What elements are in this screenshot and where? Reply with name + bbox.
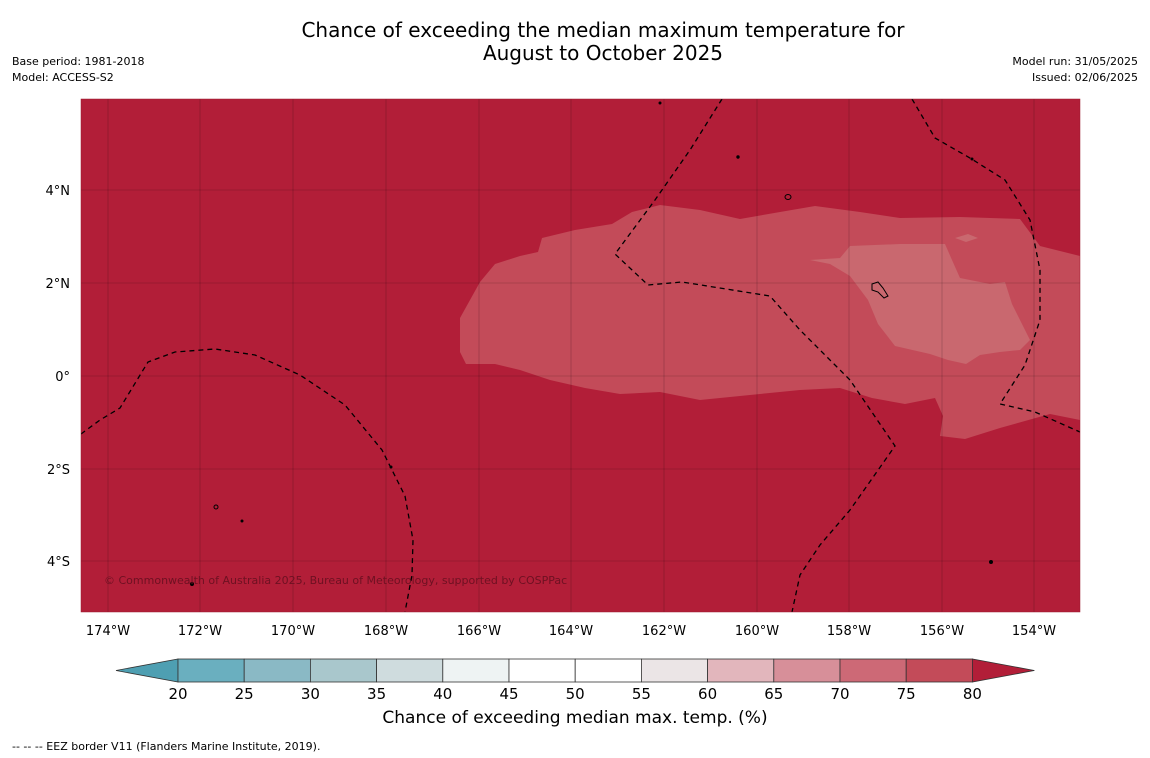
colorbar-extend-low <box>115 658 179 683</box>
map-gridlines <box>81 99 1080 612</box>
lon-label: 174°W <box>86 624 130 639</box>
colorbar-tick-label: 45 <box>499 685 518 703</box>
lat-label: 4°S <box>47 555 70 570</box>
lon-label: 164°W <box>549 624 593 639</box>
colorbar-tick-label: 30 <box>301 685 320 703</box>
colorbar-segment <box>442 658 510 683</box>
colorbar-segment <box>508 658 576 683</box>
eez-legend-footer: -- -- -- EEZ border V11 (Flanders Marine… <box>12 740 321 753</box>
colorbar-extend-high <box>972 658 1035 683</box>
anomaly-region-70-75-small <box>955 234 978 242</box>
colorbar-segment <box>309 658 377 683</box>
eez-border-east <box>911 99 1080 433</box>
lon-label: 158°W <box>827 624 871 639</box>
lat-labels: 4°N 2°N 0° 2°S 4°S <box>46 184 71 570</box>
lon-label: 156°W <box>920 624 964 639</box>
lon-label: 154°W <box>1012 624 1056 639</box>
lon-label: 160°W <box>735 624 779 639</box>
colorbar-tick-label: 70 <box>830 685 849 703</box>
base-period: Base period: 1981-2018 <box>12 55 145 68</box>
title-line-1: Chance of exceeding the median maximum t… <box>301 18 905 42</box>
colorbar-segment <box>243 658 311 683</box>
colorbar-segment <box>707 658 775 683</box>
model-name: Model: ACCESS-S2 <box>12 71 114 84</box>
lon-label: 172°W <box>178 624 222 639</box>
meta-right: Model run: 31/05/2025 Issued: 02/06/2025 <box>1012 54 1138 86</box>
lon-label: 162°W <box>642 624 686 639</box>
colorbar-segment <box>839 658 907 683</box>
colorbar-tick-label: 65 <box>764 685 783 703</box>
colorbar-segment <box>641 658 709 683</box>
eez-border-central <box>614 99 896 612</box>
colorbar-tick-label: 40 <box>433 685 452 703</box>
issued-date: Issued: 02/06/2025 <box>1031 71 1138 84</box>
colorbar-tick-label: 60 <box>698 685 717 703</box>
lat-label: 0° <box>55 370 70 385</box>
eez-borders <box>81 99 1080 612</box>
colorbar-tick-label: 20 <box>168 685 187 703</box>
colorbar-segment <box>376 658 444 683</box>
chart-title: Chance of exceeding the median maximum t… <box>0 19 1150 65</box>
lon-label: 166°W <box>457 624 501 639</box>
colorbar-segment <box>905 658 973 683</box>
colorbar-segment <box>177 658 245 683</box>
colorbar-segment <box>773 658 841 683</box>
islands <box>190 101 993 586</box>
colorbar-tick-label: 80 <box>963 685 982 703</box>
eez-border-west <box>81 348 414 612</box>
colorbar-tick-label: 55 <box>632 685 651 703</box>
lat-label: 2°S <box>47 463 70 478</box>
lat-label: 4°N <box>46 184 71 199</box>
colorbar-tick-label: 35 <box>367 685 386 703</box>
colorbar: 20 25 30 35 40 45 50 55 60 65 70 75 80 <box>115 658 1035 703</box>
colorbar-tick-label: 75 <box>897 685 916 703</box>
map-frame <box>80 98 1081 613</box>
colorbar-label: Chance of exceeding median max. temp. (%… <box>382 708 768 728</box>
colorbar-tick-label: 25 <box>235 685 254 703</box>
lon-labels: 174°W 172°W 170°W 168°W 166°W 164°W 162°… <box>86 624 1056 639</box>
lon-label: 168°W <box>364 624 408 639</box>
model-run: Model run: 31/05/2025 <box>1012 55 1138 68</box>
title-line-2: August to October 2025 <box>482 41 724 65</box>
colorbar-segment <box>574 658 642 683</box>
lon-label: 170°W <box>271 624 315 639</box>
copyright-text: © Commonwealth of Australia 2025, Bureau… <box>104 574 567 587</box>
anomaly-region-70-75 <box>810 244 1030 364</box>
meta-left: Base period: 1981-2018 Model: ACCESS-S2 <box>12 54 144 86</box>
lat-label: 2°N <box>46 277 71 292</box>
colorbar-tick-label: 50 <box>566 685 585 703</box>
